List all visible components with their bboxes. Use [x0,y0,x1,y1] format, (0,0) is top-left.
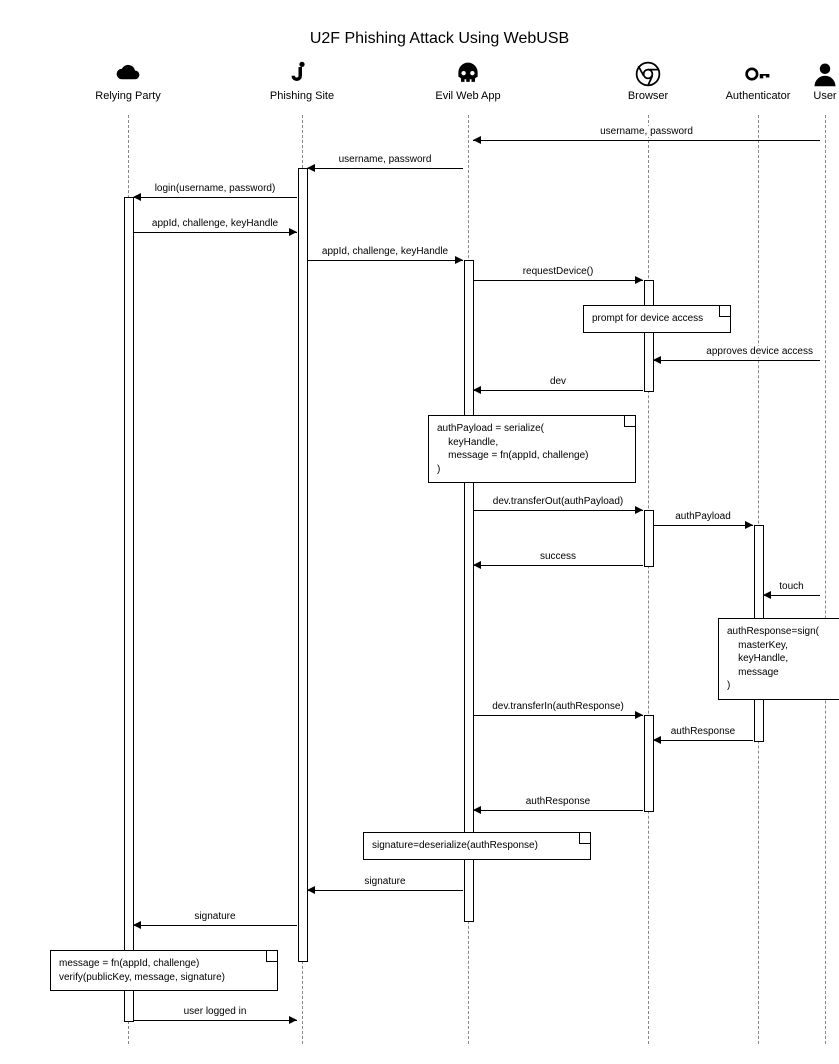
message-arrow [473,386,481,394]
lifeline-br [648,115,649,1044]
message-line [307,260,463,261]
message-label: authResponse [669,726,738,737]
note: authPayload = serialize( keyHandle, mess… [428,415,636,483]
message-line [473,280,643,281]
activation-br [644,510,654,567]
message-line [653,740,753,741]
message-line [473,140,820,141]
message-arrow [307,164,315,172]
actor-label: Relying Party [88,90,168,102]
message-arrow [307,886,315,894]
message-arrow [635,276,643,284]
message-arrow [745,521,753,529]
message-arrow [289,1016,297,1024]
message-line [133,925,297,926]
message-line [133,1020,297,1021]
message-label: appId, challenge, keyHandle [150,218,280,229]
actor-label: Browser [608,90,688,102]
message-line [653,360,820,361]
diagram-title: U2F Phishing Attack Using WebUSB [20,30,839,48]
message-arrow [473,561,481,569]
message-line [133,232,297,233]
message-line [307,168,463,169]
message-arrow [473,806,481,814]
message-line [473,810,643,811]
message-label: requestDevice() [521,266,596,277]
message-line [473,715,643,716]
message-label: dev.transferIn(authResponse) [490,701,626,712]
message-arrow [289,228,297,236]
actor-br: Browser [608,60,688,102]
message-label: login(username, password) [153,183,278,194]
actor-rp: Relying Party [88,60,168,102]
message-line [307,890,463,891]
message-label: signature [362,876,407,887]
message-line [653,525,753,526]
message-label: dev.transferOut(authPayload) [491,496,625,507]
note: authResponse=sign( masterKey, keyHandle,… [718,618,839,700]
message-arrow [653,356,661,364]
actor-label: User [785,90,839,102]
message-line [473,510,643,511]
activation-ewa [464,260,474,922]
message-label: authResponse [524,796,593,807]
message-arrow [133,193,141,201]
message-label: success [538,551,578,562]
message-label: authPayload [673,511,733,522]
actor-us: User [785,60,839,102]
actor-label: Evil Web App [428,90,508,102]
message-label: dev [548,376,568,387]
message-line [763,595,820,596]
message-label: user logged in [182,1006,249,1017]
actor-label: Phishing Site [262,90,342,102]
message-label: signature [192,911,237,922]
note: prompt for device access [583,305,731,333]
note: signature=deserialize(authResponse) [363,832,591,860]
message-arrow [763,591,771,599]
message-label: username, password [598,126,695,137]
message-label: touch [777,581,805,592]
message-arrow [473,136,481,144]
message-arrow [653,736,661,744]
message-arrow [635,711,643,719]
message-label: approves device access [704,346,815,357]
activation-br [644,280,654,392]
lifeline-us [825,115,826,1044]
message-label: username, password [337,154,434,165]
note: message = fn(appId, challenge) verify(pu… [50,950,278,991]
actor-ps: Phishing Site [262,60,342,102]
message-arrow [635,506,643,514]
message-arrow [455,256,463,264]
message-line [133,197,297,198]
actor-ewa: Evil Web App [428,60,508,102]
activation-rp [124,197,134,1022]
message-arrow [133,921,141,929]
message-line [473,390,643,391]
message-label: appId, challenge, keyHandle [320,246,450,257]
message-line [473,565,643,566]
activation-ps [298,168,308,962]
activation-br [644,715,654,812]
